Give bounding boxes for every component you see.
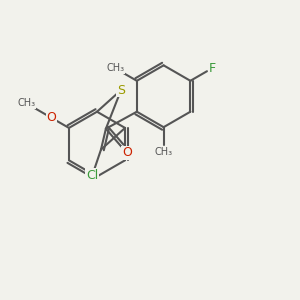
Text: O: O (46, 111, 56, 124)
Text: CH₃: CH₃ (17, 98, 35, 108)
Text: S: S (117, 83, 125, 97)
Text: O: O (122, 146, 132, 159)
Text: Cl: Cl (86, 169, 98, 182)
Text: CH₃: CH₃ (106, 63, 124, 73)
Text: F: F (208, 62, 216, 75)
Text: CH₃: CH₃ (154, 147, 173, 157)
